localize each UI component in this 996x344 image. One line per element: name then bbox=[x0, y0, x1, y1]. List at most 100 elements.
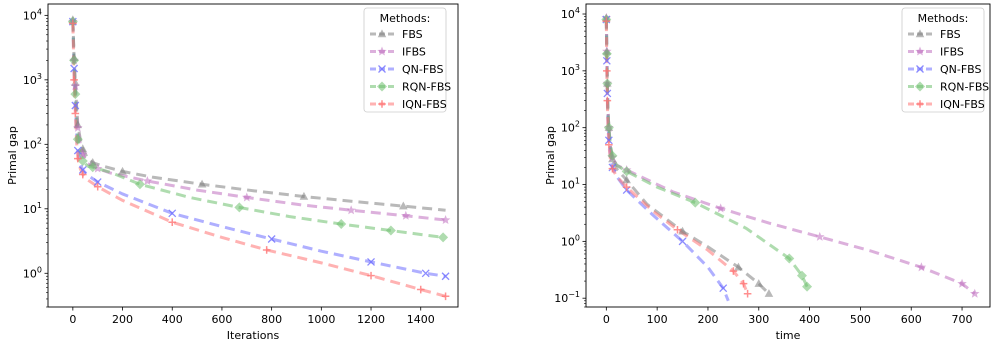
y-tick-label: 101 bbox=[561, 177, 580, 192]
x-tick-label: 400 bbox=[162, 313, 183, 326]
data-point-iqn-fbs bbox=[602, 17, 611, 25]
data-point-fbs bbox=[88, 158, 98, 166]
data-point-ifbs bbox=[916, 262, 927, 272]
legend-marker bbox=[377, 46, 387, 56]
legend-title: Methods: bbox=[918, 12, 969, 25]
data-point-rqn-fbs bbox=[602, 78, 613, 89]
data-point-qn-fbs bbox=[367, 257, 375, 266]
data-point-rqn-fbs bbox=[385, 225, 396, 236]
series-markers-rqn-fbs bbox=[601, 14, 813, 292]
data-point-iqn-fbs bbox=[603, 96, 612, 105]
data-point-iqn-fbs bbox=[74, 154, 82, 163]
data-point-iqn-fbs bbox=[367, 271, 375, 280]
x-axis-label: time bbox=[776, 329, 801, 342]
x-tick-label: 200 bbox=[112, 313, 133, 326]
y-tick-label: 100 bbox=[561, 233, 580, 248]
data-point-iqn-fbs bbox=[69, 19, 77, 28]
data-point-fbs bbox=[754, 279, 764, 287]
x-tick-label: 1400 bbox=[407, 313, 435, 326]
data-point-iqn-fbs bbox=[93, 182, 102, 191]
data-point-rqn-fbs bbox=[784, 253, 795, 264]
y-tick-label: 102 bbox=[561, 120, 580, 135]
data-point-iqn-fbs bbox=[739, 279, 748, 288]
data-point-qn-fbs bbox=[719, 284, 728, 293]
x-tick-label: 600 bbox=[211, 313, 232, 326]
data-point-ifbs bbox=[70, 81, 81, 91]
series-markers-iqn-fbs bbox=[69, 19, 450, 301]
x-tick-label: 200 bbox=[697, 313, 718, 326]
x-tick-label: 600 bbox=[901, 313, 922, 326]
legend-label: IQN-FBS bbox=[402, 98, 447, 111]
data-point-ifbs bbox=[78, 149, 88, 159]
data-point-qn-fbs bbox=[78, 166, 87, 174]
data-point-iqn-fbs bbox=[608, 164, 617, 173]
data-point-rqn-fbs bbox=[607, 150, 618, 161]
data-point-fbs bbox=[734, 262, 743, 271]
x-tick-label: 800 bbox=[261, 313, 282, 326]
data-point-qn-fbs bbox=[421, 269, 430, 278]
data-point-fbs bbox=[118, 166, 127, 175]
axes-frame bbox=[47, 3, 459, 308]
x-tick-label: 100 bbox=[647, 313, 668, 326]
data-point-qn-fbs bbox=[73, 146, 82, 155]
data-point-rqn-fbs bbox=[601, 48, 612, 59]
legend-marker bbox=[916, 65, 924, 73]
legend-label: QN-FBS bbox=[940, 63, 982, 76]
x-tick-label: 0 bbox=[69, 313, 76, 326]
data-point-iqn-fbs bbox=[78, 170, 87, 179]
series-markers-rqn-fbs bbox=[67, 16, 449, 243]
legend-marker bbox=[378, 100, 386, 108]
data-point-iqn-fbs bbox=[262, 246, 271, 254]
legend-label: FBS bbox=[402, 28, 423, 41]
data-point-rqn-fbs bbox=[234, 202, 245, 213]
legend-marker bbox=[915, 81, 925, 92]
data-point-fbs bbox=[299, 191, 309, 200]
data-point-qn-fbs bbox=[70, 64, 79, 73]
y-tick-label: 103 bbox=[23, 72, 42, 87]
data-point-iqn-fbs bbox=[673, 225, 682, 234]
data-point-iqn-fbs bbox=[70, 76, 78, 84]
data-point-ifbs bbox=[142, 175, 153, 186]
data-point-ifbs bbox=[346, 205, 356, 215]
series-line-iqn-fbs bbox=[71, 23, 446, 298]
y-tick-label: 10−1 bbox=[554, 290, 580, 305]
series-markers-fbs bbox=[68, 15, 408, 210]
legend-label: IQN-FBS bbox=[940, 98, 985, 111]
legend: Methods: FBS IFBS QN-FBS RQN-FBS IQN-FBS bbox=[901, 7, 989, 113]
data-point-fbs bbox=[197, 179, 207, 188]
data-point-rqn-fbs bbox=[134, 179, 145, 190]
data-point-qn-fbs bbox=[71, 101, 80, 110]
x-tick-label: 500 bbox=[850, 313, 871, 326]
data-point-rqn-fbs bbox=[603, 122, 614, 133]
data-point-iqn-fbs bbox=[605, 140, 613, 149]
data-point-iqn-fbs bbox=[743, 289, 752, 298]
data-point-ifbs bbox=[815, 231, 825, 241]
data-point-qn-fbs bbox=[93, 178, 102, 187]
axes-frame bbox=[585, 3, 991, 308]
legend: Methods: FBS IFBS QN-FBS RQN-FBS IQN-FBS bbox=[363, 7, 451, 113]
legend-label: RQN-FBS bbox=[402, 81, 451, 94]
x-tick-label: 0 bbox=[603, 313, 610, 326]
data-point-ifbs bbox=[440, 215, 451, 225]
data-point-fbs bbox=[678, 226, 687, 235]
data-point-rqn-fbs bbox=[690, 197, 701, 208]
y-axis-label: Primal gap bbox=[544, 126, 557, 185]
data-point-rqn-fbs bbox=[336, 219, 347, 230]
data-point-iqn-fbs bbox=[622, 183, 631, 191]
legend-label: IFBS bbox=[402, 46, 426, 59]
data-point-qn-fbs bbox=[603, 89, 612, 98]
data-point-iqn-fbs bbox=[416, 285, 425, 294]
y-tick-label: 101 bbox=[23, 201, 42, 216]
y-tick-label: 104 bbox=[561, 6, 580, 21]
data-point-qn-fbs bbox=[441, 272, 450, 281]
series-line-fbs bbox=[604, 17, 770, 295]
data-point-ifbs bbox=[715, 203, 726, 213]
x-tick-label: 300 bbox=[748, 313, 769, 326]
legend-marker bbox=[916, 100, 924, 108]
legend-label: RQN-FBS bbox=[940, 81, 989, 94]
data-point-qn-fbs bbox=[604, 136, 613, 145]
data-point-qn-fbs bbox=[267, 235, 276, 243]
data-point-iqn-fbs bbox=[729, 267, 738, 275]
data-point-fbs bbox=[764, 289, 774, 297]
data-point-ifbs bbox=[73, 122, 83, 132]
